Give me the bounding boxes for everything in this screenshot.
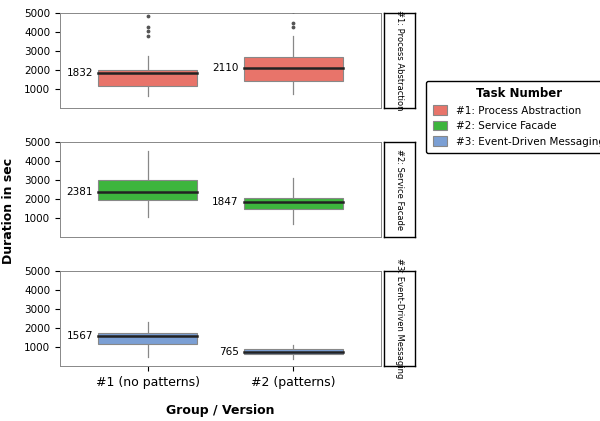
Text: 2110: 2110 <box>212 63 239 73</box>
Bar <box>98 70 197 86</box>
Bar <box>98 333 197 344</box>
Text: 765: 765 <box>219 346 239 357</box>
Text: Duration in sec: Duration in sec <box>2 157 16 264</box>
Text: #2: Service Facade: #2: Service Facade <box>395 149 404 230</box>
Text: #3: Event-Driven Messaging: #3: Event-Driven Messaging <box>395 258 404 379</box>
Bar <box>98 180 197 200</box>
Text: #1: Process Abstraction: #1: Process Abstraction <box>395 10 404 111</box>
Bar <box>244 198 343 208</box>
Text: Group / Version: Group / Version <box>166 404 275 417</box>
Text: 1847: 1847 <box>212 197 239 207</box>
Legend: #1: Process Abstraction, #2: Service Facade, #3: Event-Driven Messaging: #1: Process Abstraction, #2: Service Fac… <box>427 81 600 153</box>
Bar <box>244 349 343 354</box>
Text: 1832: 1832 <box>67 68 93 78</box>
Text: 1567: 1567 <box>67 331 93 341</box>
Bar <box>244 56 343 81</box>
Text: 2381: 2381 <box>67 187 93 197</box>
